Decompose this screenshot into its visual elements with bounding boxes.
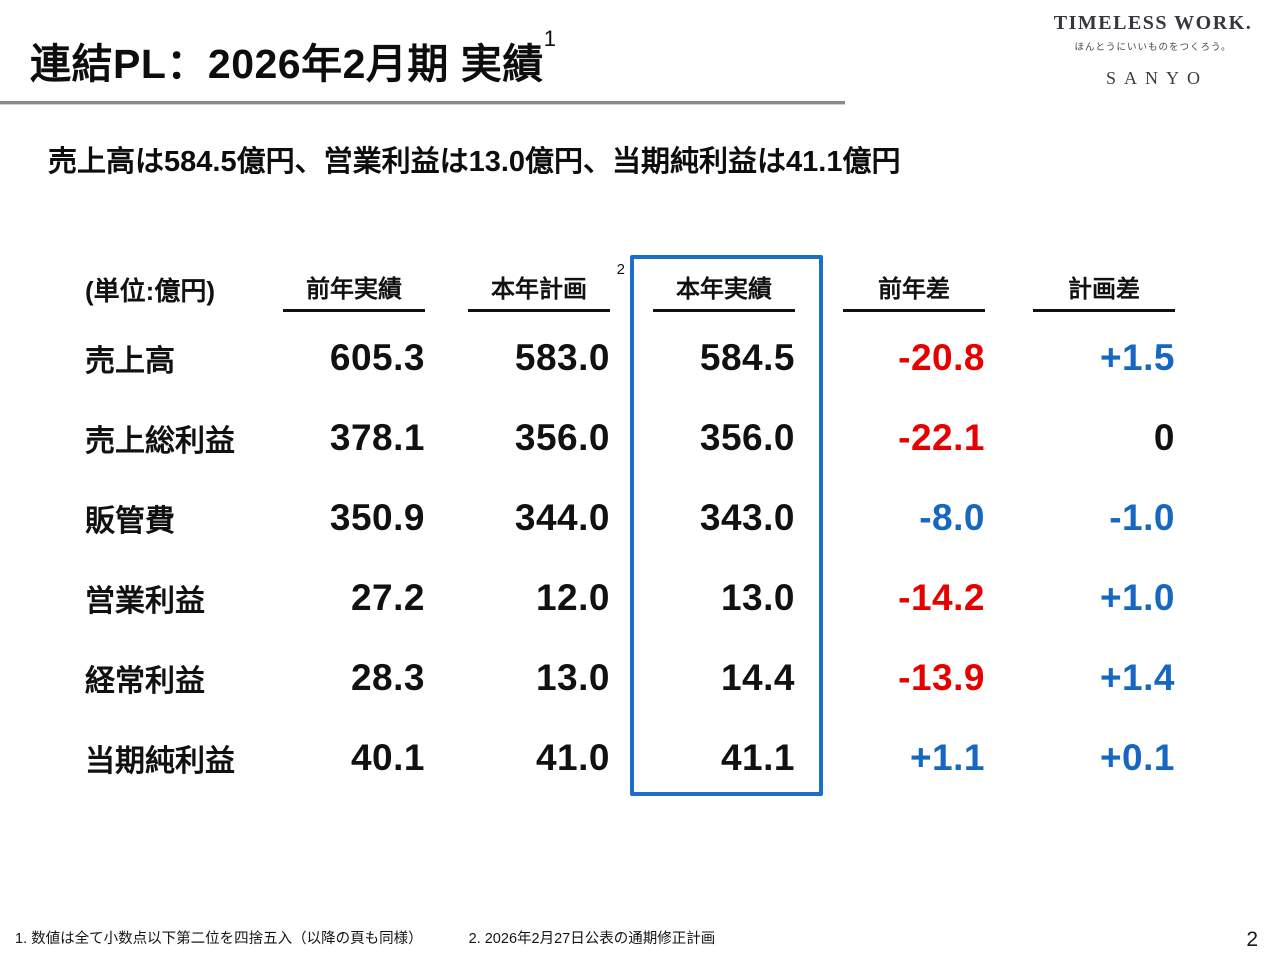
plan-value: 13.0 <box>535 657 610 698</box>
column-header-actual: 本年実績 <box>610 258 795 318</box>
headline: 売上高は584.5億円、営業利益は13.0億円、当期純利益は41.1億円 <box>48 146 901 178</box>
actual-value: 343.0 <box>699 497 795 538</box>
yoy-diff-value: -20.8 <box>898 337 985 378</box>
row-label-net-sales: 売上高 <box>85 345 175 378</box>
column-header-yoy-diff: 前年差 <box>795 258 985 318</box>
actual-value: 356.0 <box>699 417 795 458</box>
row-label-sga: 販管費 <box>85 505 175 538</box>
row-label-operating-profit: 営業利益 <box>85 585 205 618</box>
column-header-plan-diff: 計画差 <box>985 258 1175 318</box>
plan-diff-value: +1.4 <box>1099 657 1175 698</box>
prev-actual-value: 378.1 <box>329 417 425 458</box>
title-footnote-ref: 1 <box>543 26 557 51</box>
prev-actual-value: 40.1 <box>350 737 425 778</box>
plan-footnote-ref: 2 <box>616 261 625 278</box>
slide-header: 連結PL：2026年2月期 実績1 <box>30 26 557 90</box>
footnote-1: 1. 数値は全て小数点以下第二位を四捨五入（以降の頁も同様） <box>15 931 423 947</box>
yoy-diff-value: -22.1 <box>898 417 985 458</box>
company-logo: TIMELESS WORK. ほんとうにいいものをつくろう。 SANYO <box>1042 12 1264 89</box>
row-label-gross-profit: 売上総利益 <box>85 425 235 458</box>
footnotes: 1. 数値は全て小数点以下第二位を四捨五入（以降の頁も同様） 2. 2026年2… <box>15 927 715 948</box>
yoy-diff-value: +1.1 <box>909 737 985 778</box>
pl-table: (単位:億円) 前年実績 本年計画 2 本年実績 前年差 計画差 売上高 605.… <box>85 255 1175 798</box>
plan-diff-value: +0.1 <box>1099 737 1175 778</box>
logo-brand-text: TIMELESS WORK. <box>1053 12 1253 34</box>
column-header-plan: 本年計画 2 <box>425 258 625 318</box>
plan-diff-value: -1.0 <box>1109 497 1175 538</box>
logo-company-name: SANYO <box>1105 68 1208 88</box>
prev-actual-value: 605.3 <box>329 337 425 378</box>
yoy-diff-value: -8.0 <box>919 497 985 538</box>
plan-value: 41.0 <box>535 737 610 778</box>
plan-value: 344.0 <box>514 497 610 538</box>
yoy-diff-value: -13.9 <box>898 657 985 698</box>
actual-value: 13.0 <box>720 577 795 618</box>
page-title: 連結PL：2026年2月期 実績1 <box>30 26 557 90</box>
prev-actual-value: 350.9 <box>329 497 425 538</box>
column-header-prev-actual: 前年実績 <box>255 258 425 318</box>
row-label-ordinary-profit: 経常利益 <box>85 665 205 698</box>
actual-value: 41.1 <box>720 737 795 778</box>
prev-actual-value: 27.2 <box>350 577 425 618</box>
plan-value: 356.0 <box>514 417 610 458</box>
actual-value: 14.4 <box>720 657 795 698</box>
row-label-net-income: 当期純利益 <box>85 745 235 778</box>
plan-diff-value: +1.0 <box>1099 577 1175 618</box>
plan-value: 583.0 <box>514 337 610 378</box>
plan-diff-value: +1.5 <box>1099 337 1175 378</box>
page-title-text: 連結PL：2026年2月期 実績 <box>30 41 544 87</box>
title-divider <box>0 101 845 105</box>
footnote-2: 2. 2026年2月27日公表の通期修正計画 <box>468 931 716 947</box>
actual-value: 584.5 <box>699 337 795 378</box>
yoy-diff-value: -14.2 <box>898 577 985 618</box>
logo-tagline: ほんとうにいいものをつくろう。 <box>1074 42 1232 53</box>
unit-label: (単位:億円) <box>85 276 215 306</box>
plan-value: 12.0 <box>535 577 610 618</box>
prev-actual-value: 28.3 <box>350 657 425 698</box>
page-number: 2 <box>1246 928 1258 951</box>
plan-diff-value: 0 <box>1153 417 1175 458</box>
